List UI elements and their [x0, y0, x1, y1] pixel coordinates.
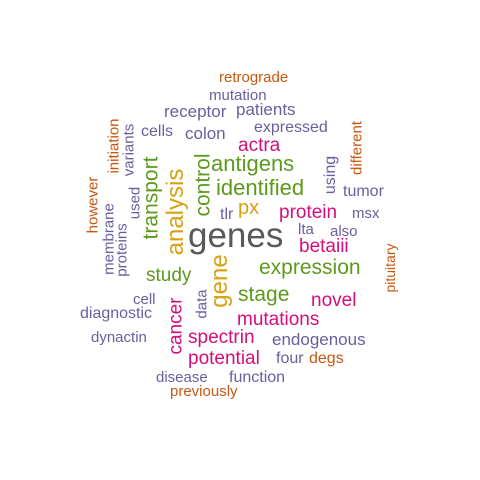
word-patients: patients	[236, 100, 296, 119]
word-cancer-text: cancer	[165, 297, 187, 355]
word-genes: genes	[188, 216, 284, 255]
word-gene-text: gene	[206, 254, 233, 308]
word-degs: degs	[309, 350, 344, 367]
word-variants-text: variants	[120, 123, 138, 177]
word-stage: stage	[238, 283, 290, 306]
word-disease: disease	[156, 369, 208, 386]
word-novel: novel	[311, 290, 357, 311]
word-transport-text: transport	[139, 156, 163, 240]
word-using-text: using	[322, 155, 339, 195]
word-different-text: different	[348, 121, 366, 175]
word-dynactin: dynactin	[91, 329, 147, 346]
word-px: px	[238, 197, 260, 219]
word-analysis-text: analysis	[162, 168, 189, 256]
word-diagnostic: diagnostic	[80, 305, 153, 322]
word-four: four	[276, 350, 304, 367]
word-colon: colon	[185, 124, 226, 143]
word-initiation-text: initiation	[105, 118, 123, 174]
word-mutations: mutations	[237, 309, 320, 330]
word-spectrin: spectrin	[188, 327, 255, 348]
word-betaiii: betaiii	[299, 236, 349, 257]
word-identified: identified	[216, 175, 305, 200]
word-tumor: tumor	[343, 183, 384, 200]
word-data-text: data	[193, 289, 211, 319]
word-study: study	[146, 265, 192, 286]
word-pituitary-text: pituitary	[382, 243, 398, 293]
word-function: function	[229, 369, 286, 386]
word-mutation: mutation	[209, 87, 267, 104]
word-protein: protein	[279, 202, 338, 223]
word-potential: potential	[188, 348, 260, 369]
word-retrograde: retrograde	[219, 69, 289, 86]
word-proteins-text: proteins	[113, 223, 131, 277]
word-cell: cell	[133, 291, 156, 308]
word-msx: msx	[352, 205, 380, 222]
word-receptor: receptor	[164, 102, 227, 121]
word-however-text: however	[84, 176, 102, 234]
word-lta: lta	[298, 221, 314, 238]
word-expressed: expressed	[254, 119, 328, 136]
word-control-text: control	[191, 153, 215, 217]
word-tlr: tlr	[220, 206, 234, 223]
word-actra: actra	[238, 135, 281, 156]
word-cells: cells	[141, 123, 174, 140]
word-endogenous: endogenous	[272, 330, 366, 349]
word-also: also	[330, 223, 358, 240]
word-expression: expression	[259, 256, 361, 279]
word-previously: previously	[170, 383, 238, 400]
word-antigens: antigens	[211, 151, 295, 176]
